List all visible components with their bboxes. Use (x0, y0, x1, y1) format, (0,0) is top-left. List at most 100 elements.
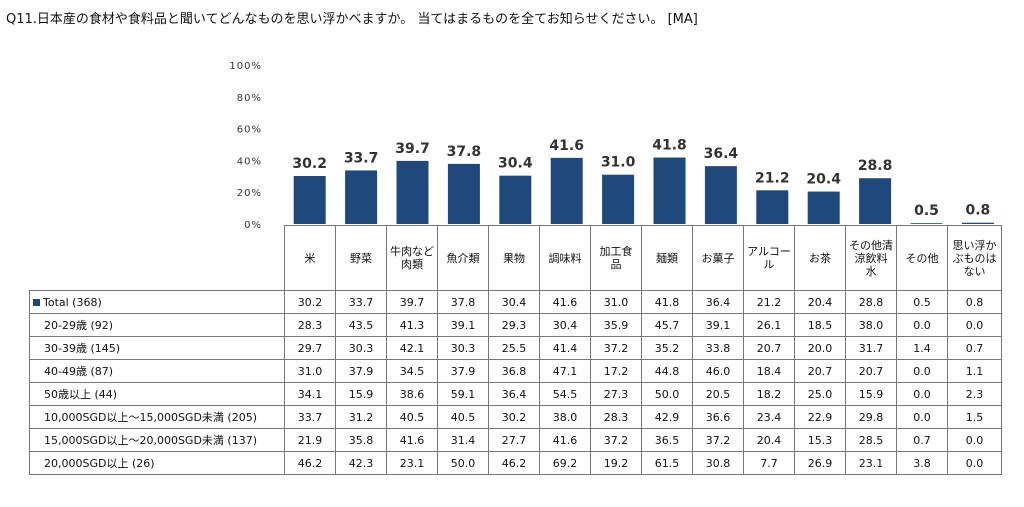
table-cell: 0.0 (896, 382, 948, 406)
table-cell: 2.3 (947, 382, 1002, 406)
table-cell: 23.4 (743, 405, 795, 429)
table-cell: 7.7 (743, 451, 795, 475)
row-label-text: 15,000SGD以上～20,000SGD未満 (137) (44, 433, 258, 447)
table-cell: 30.3 (335, 336, 387, 360)
table-cell: 27.3 (590, 382, 642, 406)
table-cell: 26.1 (743, 313, 795, 337)
table-cell: 41.3 (386, 313, 438, 337)
table-cell: 35.9 (590, 313, 642, 337)
column-header: お菓子 (692, 225, 744, 291)
column-header: 調味料 (539, 225, 591, 291)
table-cell: 69.2 (539, 451, 591, 475)
row-label: 40-49歳 (87) (29, 359, 285, 383)
row-label: 30-39歳 (145) (29, 336, 285, 360)
table-cell: 37.2 (590, 428, 642, 452)
table-cell: 30.2 (284, 290, 336, 314)
table-cell: 0.0 (947, 451, 1002, 475)
column-header-line: 麺類 (656, 251, 678, 265)
table-cell: 19.2 (590, 451, 642, 475)
table-row: Total (368) 30.2 33.7 39.7 37.8 30.4 41.6 31.0 4… (29, 290, 1002, 314)
table-cell: 40.5 (386, 405, 438, 429)
table-cell: 30.3 (437, 336, 489, 360)
column-header: 果物 (488, 225, 540, 291)
row-label: 50歳以上 (44) (29, 382, 285, 406)
bar-value-label: 30.2 (292, 156, 327, 172)
column-header: 加工食品 (590, 225, 642, 291)
column-header-line: 果物 (503, 251, 525, 265)
row-label: 20-29歳 (92) (29, 313, 285, 337)
column-header-line: 水 (865, 264, 877, 278)
bar-value-label: 30.4 (498, 156, 533, 172)
table-cell: 30.8 (692, 451, 744, 475)
bar-value-label: 33.7 (344, 150, 379, 166)
bar-value-label: 41.6 (549, 138, 584, 154)
table-row: 20,000SGD以上 (26) 46.2 42.3 23.1 50.0 46.2 69.2… (29, 451, 1002, 475)
column-header-line: 思い浮か (952, 238, 997, 252)
column-header-line: 野菜 (350, 251, 372, 265)
bar-value-label: 20.4 (806, 172, 841, 188)
table-cell: 25.0 (794, 382, 846, 406)
bar (653, 157, 686, 224)
table-row: 15,000SGD以上～20,000SGD未満 (137) 21.9 35.8 41.… (29, 428, 1002, 452)
table-cell: 3.8 (896, 451, 948, 475)
table-cell: 38.6 (386, 382, 438, 406)
table-cell: 1.1 (947, 359, 1002, 383)
y-tick-label: 100% (229, 61, 262, 72)
table-cell: 44.8 (641, 359, 693, 383)
table-cell: 28.5 (845, 428, 897, 452)
table-cell: 20.4 (743, 428, 795, 452)
table-cell: 23.1 (845, 451, 897, 475)
row-label-text: Total (368) (43, 295, 102, 309)
table-cell: 39.1 (692, 313, 744, 337)
column-header-line: お菓子 (701, 251, 735, 265)
table-cell: 46.2 (488, 451, 540, 475)
column-header-line: 調味料 (548, 251, 582, 265)
table-cell: 20.7 (794, 359, 846, 383)
column-header: 麺類 (641, 225, 693, 291)
table-cell: 31.0 (284, 359, 336, 383)
table-cell: 38.0 (845, 313, 897, 337)
bar (704, 166, 737, 224)
bar (602, 174, 635, 224)
table-cell: 39.7 (386, 290, 438, 314)
table-cell: 36.8 (488, 359, 540, 383)
table-cell: 18.2 (743, 382, 795, 406)
table-cell: 42.3 (335, 451, 387, 475)
bar (756, 190, 789, 224)
table-cell: 18.5 (794, 313, 846, 337)
table-cell: 39.1 (437, 313, 489, 337)
table-cell: 36.4 (692, 290, 744, 314)
table-cell: 41.8 (641, 290, 693, 314)
column-header-line: 涼飲料 (854, 251, 888, 265)
bar-value-label: 39.7 (395, 141, 430, 157)
table-cell: 47.1 (539, 359, 591, 383)
table-header-row: 米野菜 牛肉など 肉類 魚介類 果物 調味料 加工食品麺類 お菓子 アルコールお茶 その他清 涼飲料… (29, 225, 1002, 291)
table-cell: 0.0 (947, 428, 1002, 452)
y-tick-label: 60% (237, 125, 262, 136)
table-cell: 41.6 (539, 290, 591, 314)
column-header-line: アルコー (747, 245, 791, 258)
table-cell: 36.6 (692, 405, 744, 429)
table-cell: 23.1 (386, 451, 438, 475)
table-cell: 61.5 (641, 451, 693, 475)
column-header-line: その他清 (849, 238, 893, 252)
question-title: Q11.日本産の食材や食料品と聞いてどんなものを思い浮かべますか。 当てはまるも… (6, 12, 698, 27)
table-cell: 0.7 (947, 336, 1002, 360)
legend-marker-icon (33, 298, 40, 306)
row-label: Total (368) (29, 290, 285, 314)
column-header-line: 加工食 (599, 245, 633, 258)
table-cell: 35.2 (641, 336, 693, 360)
table-row: 10,000SGD以上～15,000SGD未満 (205) 33.7 31.2 40.… (29, 405, 1002, 429)
table-cell: 26.9 (794, 451, 846, 475)
table-cell: 43.5 (335, 313, 387, 337)
bar (910, 223, 943, 224)
bar (396, 160, 429, 224)
table-cell: 18.4 (743, 359, 795, 383)
row-label-text: 30-39歳 (145) (44, 341, 121, 355)
table-row: 20-29歳 (92) 28.3 43.5 41.3 39.1 29.3 30.4 35.9 4… (29, 313, 1002, 337)
table-cell: 0.0 (896, 313, 948, 337)
table-cell: 33.8 (692, 336, 744, 360)
column-header: 米 (284, 225, 336, 291)
row-label-text: 20-29歳 (92) (44, 318, 114, 332)
table-cell: 41.6 (539, 428, 591, 452)
